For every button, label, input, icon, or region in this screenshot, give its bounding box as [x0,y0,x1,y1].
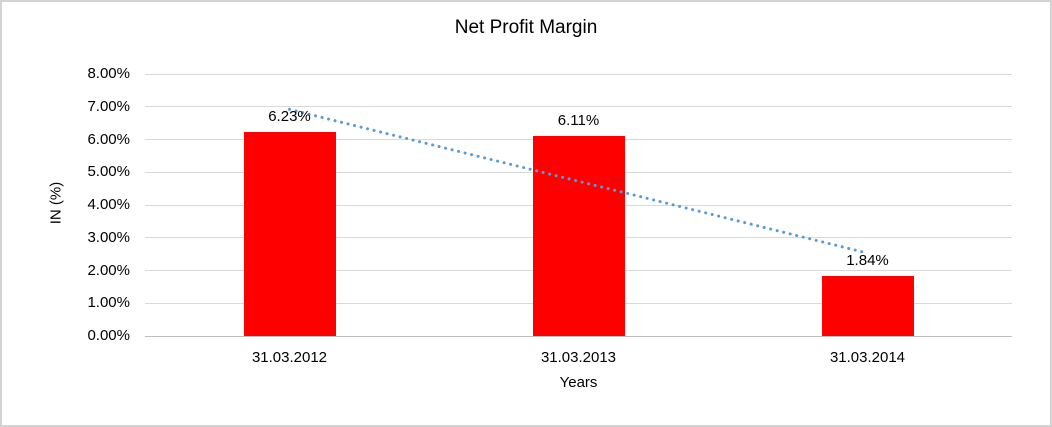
x-axis-line [145,335,1012,337]
gridline [145,106,1012,108]
y-tick-label: 1.00% [87,294,130,312]
y-tick-label: 5.00% [87,163,130,181]
bar-31.03.2012 [243,131,336,336]
y-tick-label: 7.00% [87,97,130,115]
x-tick-label: 31.03.2012 [251,349,328,366]
y-tick-label: 6.00% [87,130,130,148]
gridline [145,73,1012,75]
x-tick-label: 31.03.2014 [829,349,906,366]
y-tick-label: 0.00% [87,327,130,344]
data-label: 6.11% [557,111,600,129]
data-label: 6.23% [268,107,311,125]
data-label: 1.84% [846,251,889,269]
bar-31.03.2014 [821,275,914,336]
y-tick-label: 8.00% [87,65,130,82]
bar-31.03.2013 [532,135,625,336]
x-axis-title: Years [559,374,598,391]
y-tick-label: 2.00% [87,261,130,279]
x-tick-label: 31.03.2013 [540,349,617,366]
chart-title: Net Profit Margin [454,17,598,38]
y-tick-label: 4.00% [87,196,130,213]
y-tick-label: 3.00% [87,228,130,246]
